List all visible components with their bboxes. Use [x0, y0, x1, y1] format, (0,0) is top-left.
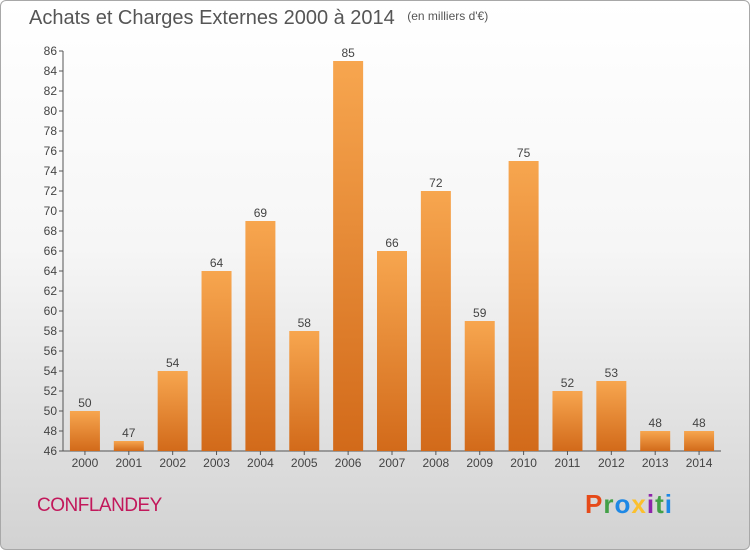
x-tick-label: 2000	[72, 456, 99, 470]
y-tick-label: 78	[44, 124, 58, 138]
x-tick-label: 2003	[203, 456, 230, 470]
y-tick-label: 62	[44, 284, 58, 298]
chart-title-block: Achats et Charges Externes 2000 à 2014 (…	[29, 7, 488, 30]
y-tick-label: 76	[44, 144, 58, 158]
x-tick-label: 2007	[379, 456, 406, 470]
logo-letter: o	[614, 489, 632, 519]
y-tick-label: 52	[44, 384, 58, 398]
bar	[640, 431, 671, 451]
y-tick-label: 68	[44, 224, 58, 238]
x-tick-label: 2009	[466, 456, 493, 470]
logo-letter: x	[631, 489, 647, 519]
x-tick-label: 2006	[335, 456, 362, 470]
bar	[245, 221, 276, 451]
bar-value-label: 59	[473, 306, 487, 320]
location-name: CONFLANDEY	[37, 495, 162, 516]
logo-letter: r	[603, 489, 615, 519]
bar	[464, 321, 495, 451]
x-tick-label: 2013	[642, 456, 669, 470]
logo-letter: i	[664, 489, 673, 519]
bar-value-label: 52	[561, 376, 575, 390]
logo-letter: t	[655, 489, 665, 519]
bar-value-label: 50	[78, 396, 92, 410]
chart-title: Achats et Charges Externes 2000 à 2014	[29, 7, 395, 29]
x-tick-label: 2014	[686, 456, 713, 470]
x-tick-label: 2011	[555, 456, 581, 470]
bar	[377, 251, 407, 451]
y-tick-label: 86	[44, 44, 58, 58]
y-tick-label: 58	[44, 324, 58, 338]
bar-value-label: 66	[385, 236, 399, 250]
x-tick-label: 2008	[423, 456, 450, 470]
y-tick-label: 82	[44, 84, 58, 98]
y-tick-label: 64	[44, 264, 58, 278]
y-tick-label: 56	[44, 344, 58, 358]
bar	[69, 411, 100, 451]
y-tick-label: 72	[44, 184, 58, 198]
bar	[113, 441, 144, 451]
y-tick-label: 54	[44, 364, 58, 378]
y-tick-label: 48	[44, 424, 58, 438]
bar-value-label: 47	[122, 426, 136, 440]
x-tick-label: 2004	[247, 456, 274, 470]
y-tick-label: 70	[44, 204, 58, 218]
bar-value-label: 75	[517, 146, 531, 160]
x-tick-label: 2012	[598, 456, 625, 470]
bar	[420, 191, 451, 451]
bar	[157, 371, 188, 451]
y-tick-label: 66	[44, 244, 58, 258]
bar-value-label: 53	[605, 366, 619, 380]
bar-value-label: 58	[298, 316, 312, 330]
y-tick-label: 46	[44, 444, 58, 458]
bar-value-label: 48	[649, 416, 663, 430]
bar-value-label: 85	[341, 46, 355, 60]
x-tick-label: 2002	[159, 456, 186, 470]
y-tick-label: 80	[44, 104, 58, 118]
bar-value-label: 72	[429, 176, 443, 190]
x-tick-label: 2005	[291, 456, 318, 470]
x-tick-label: 2010	[510, 456, 537, 470]
chart-unit: (en milliers d'€)	[407, 9, 489, 23]
bar	[201, 271, 232, 451]
y-tick-label: 84	[44, 64, 58, 78]
y-tick-label: 74	[44, 164, 58, 178]
bar	[596, 381, 627, 451]
bar-value-label: 69	[254, 206, 268, 220]
bar	[333, 61, 364, 451]
y-tick-label: 50	[44, 404, 58, 418]
y-tick-label: 60	[44, 304, 58, 318]
x-tick-label: 2001	[115, 456, 142, 470]
bar	[552, 391, 583, 451]
logo-letter: P	[585, 489, 604, 519]
bar	[684, 431, 715, 451]
bar-value-label: 54	[166, 356, 180, 370]
bar	[508, 161, 539, 451]
logo-letter: i	[646, 489, 656, 519]
bar-value-label: 64	[210, 256, 224, 270]
bar-value-label: 48	[692, 416, 706, 430]
proxiti-logo: Proxiti	[585, 489, 673, 520]
bar	[289, 331, 320, 451]
